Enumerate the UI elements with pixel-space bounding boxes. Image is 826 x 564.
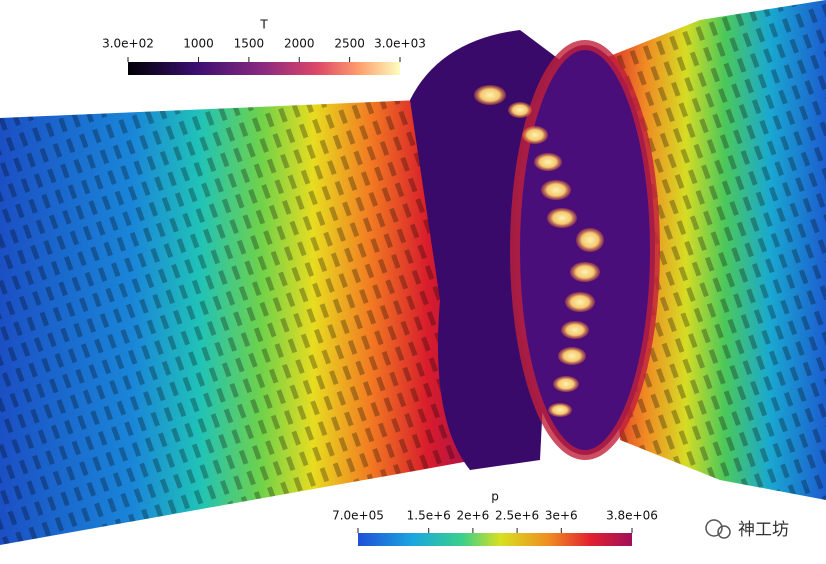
pressure-colorbar: p 7.0e+05 1.5e+6 2e+6 2.5e+6 3e+6 3.8e+06 bbox=[332, 490, 658, 546]
tick-label: 1.5e+6 bbox=[407, 509, 451, 523]
tick-label: 2.5e+6 bbox=[495, 509, 539, 523]
colorbar-title: T bbox=[259, 18, 268, 32]
tick-label: 3.0e+03 bbox=[374, 37, 426, 51]
tick-label: 2500 bbox=[334, 37, 365, 51]
tick-label: 3e+6 bbox=[545, 509, 578, 523]
watermark: 神工坊 bbox=[705, 519, 789, 540]
turbine-render bbox=[0, 0, 826, 545]
tick-label: 1000 bbox=[183, 37, 214, 51]
temperature-colorbar: T 3.0e+02 1000 1500 2000 2500 3.0e+03 bbox=[102, 18, 426, 75]
tick-label: 3.8e+06 bbox=[606, 509, 658, 523]
colorbar-title: p bbox=[491, 490, 499, 504]
tick-label: 3.0e+02 bbox=[102, 37, 154, 51]
tick-label: 1500 bbox=[234, 37, 265, 51]
tick-label: 2000 bbox=[284, 37, 315, 51]
watermark-icon bbox=[717, 525, 731, 539]
tick-label: 7.0e+05 bbox=[332, 509, 384, 523]
watermark-text: 神工坊 bbox=[738, 520, 789, 540]
colorbar-gradient bbox=[358, 533, 632, 546]
tick-label: 2e+6 bbox=[457, 509, 490, 523]
colorbar-gradient bbox=[128, 62, 400, 75]
watermark-icon bbox=[705, 519, 723, 537]
